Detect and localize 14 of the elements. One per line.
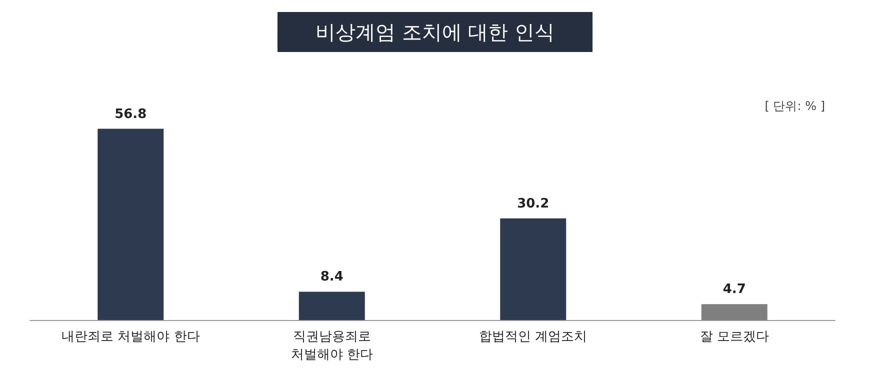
x-tick-label: 합법적인 계엄조치 (479, 330, 588, 344)
chart-title: 비상계엄 조치에 대한 인식 (315, 20, 555, 44)
bar (500, 218, 566, 320)
text: [ 단위: % ] (764, 99, 826, 113)
bar (298, 292, 365, 320)
data-label: 4.7 (722, 282, 746, 298)
bar (98, 128, 164, 320)
x-tick-label: 내란죄로 처벌해야 한다 (61, 330, 200, 344)
data-label: 30.2 (517, 196, 550, 212)
x-tick-label: 직권남용죄로 처벌해야 한다 (290, 330, 373, 362)
bar (701, 304, 768, 320)
data-label: 56.8 (114, 106, 147, 122)
x-tick-label: 잘 모르겠다 (700, 330, 769, 344)
data-label: 8.4 (320, 270, 344, 285)
